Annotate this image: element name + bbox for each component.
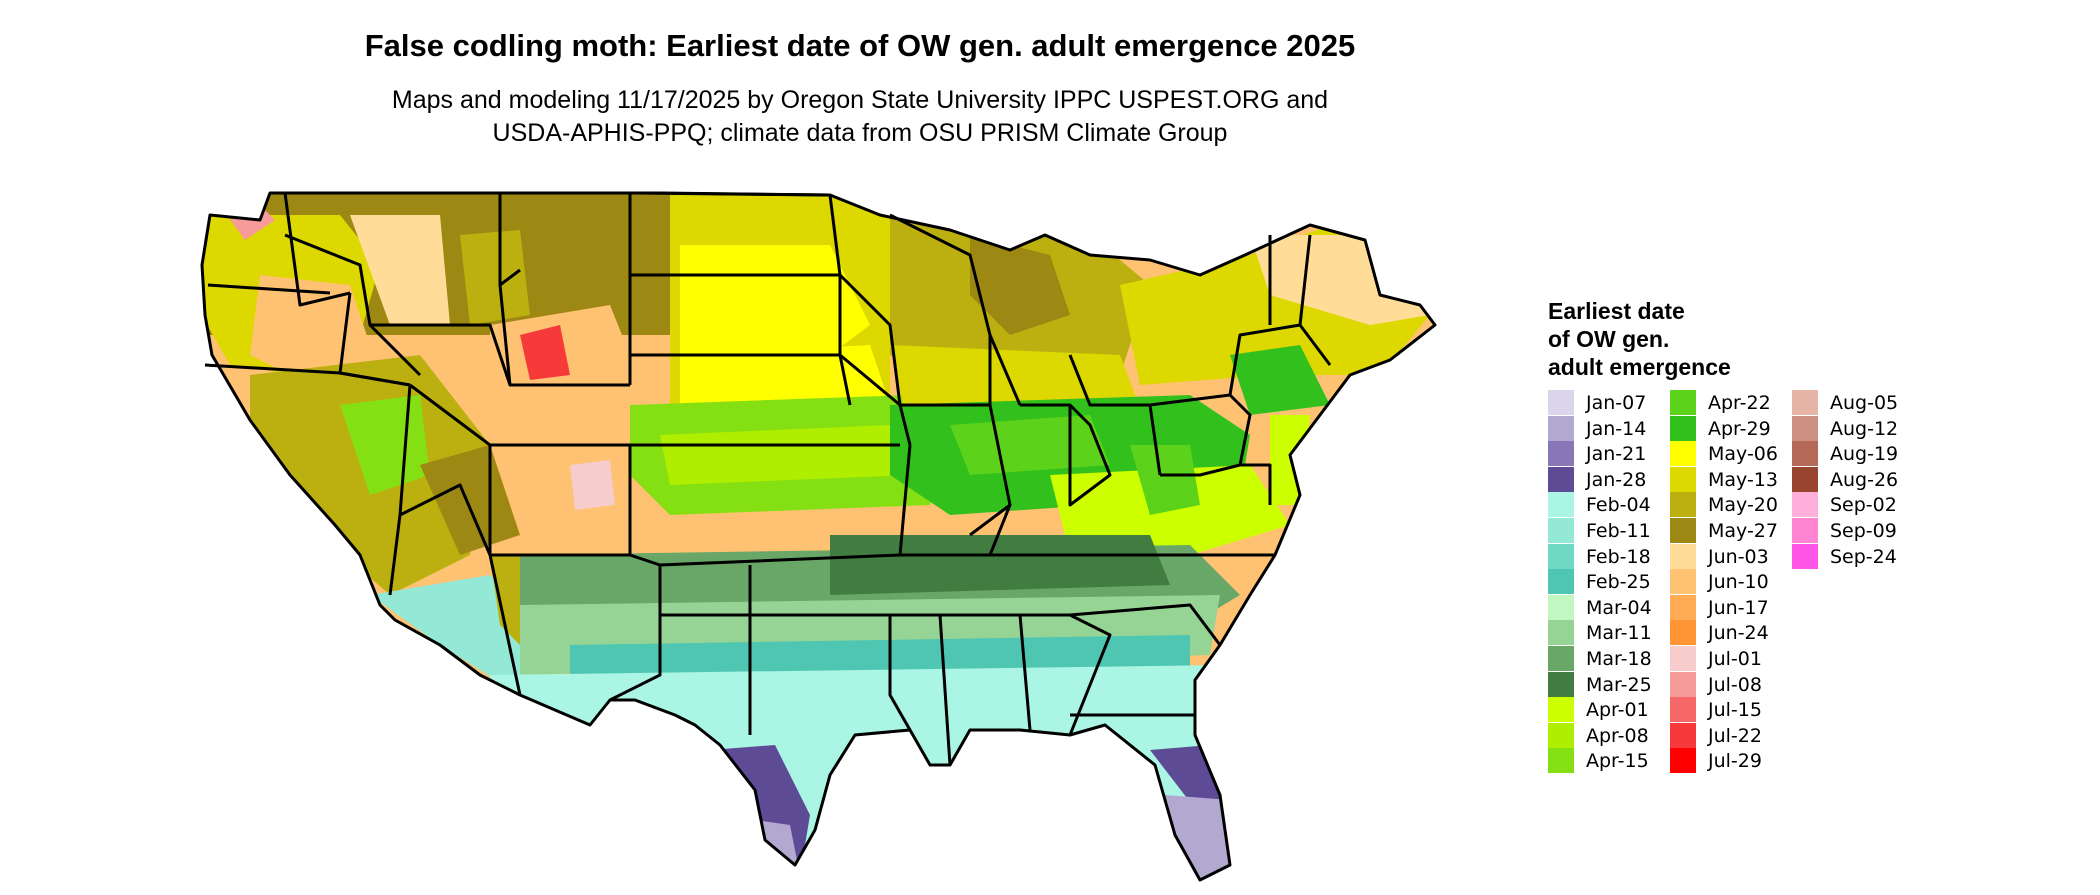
legend-swatch xyxy=(1548,569,1574,595)
legend-swatch xyxy=(1670,620,1696,646)
legend-swatch xyxy=(1670,441,1696,467)
subtitle-line-2: USDA-APHIS-PPQ; climate data from OSU PR… xyxy=(492,119,1228,147)
legend-label: Jul-22 xyxy=(1708,724,1762,747)
legend-label: Sep-24 xyxy=(1830,545,1897,568)
legend-label: Jun-24 xyxy=(1708,622,1769,645)
legend-label: Jul-15 xyxy=(1708,699,1762,722)
legend-label: Jun-17 xyxy=(1708,596,1769,619)
legend-label: Aug-26 xyxy=(1830,468,1899,491)
legend-label: May-20 xyxy=(1708,494,1778,517)
legend-label: May-06 xyxy=(1708,443,1778,466)
legend-swatch xyxy=(1792,543,1818,569)
legend-title-line-2: of OW gen. xyxy=(1548,326,1670,352)
legend-label: Jun-03 xyxy=(1708,545,1769,568)
legend-label: Jul-08 xyxy=(1708,673,1762,696)
legend-label: Aug-12 xyxy=(1830,417,1899,440)
legend-swatch xyxy=(1548,748,1574,774)
legend-label: Feb-18 xyxy=(1586,545,1651,568)
state-boundaries xyxy=(200,191,1437,882)
legend-swatch xyxy=(1670,722,1696,748)
legend-label: Jan-21 xyxy=(1586,443,1647,466)
legend-label: Mar-25 xyxy=(1586,673,1652,696)
legend-swatch xyxy=(1548,518,1574,543)
conus-emergence-map xyxy=(200,191,1437,882)
legend-label: Jul-01 xyxy=(1708,648,1762,670)
legend-label: Mar-04 xyxy=(1586,596,1652,619)
legend-label: Jun-10 xyxy=(1708,571,1769,594)
legend-label: Feb-04 xyxy=(1586,494,1651,517)
legend-label: May-13 xyxy=(1708,468,1778,491)
legend-label: Aug-05 xyxy=(1830,392,1899,414)
legend-swatch xyxy=(1670,492,1696,518)
legend-swatch xyxy=(1548,620,1574,646)
legend-swatch xyxy=(1670,697,1696,723)
legend-swatch xyxy=(1548,697,1574,723)
legend-title-line-1: Earliest date xyxy=(1548,298,1685,324)
legend-label: Jan-28 xyxy=(1586,468,1647,491)
legend-swatch xyxy=(1670,748,1696,774)
legend-swatch xyxy=(1792,441,1818,467)
map-title: False codling moth: Earliest date of OW … xyxy=(364,28,1356,63)
legend-swatch xyxy=(1548,543,1574,569)
legend-swatch xyxy=(1792,518,1818,543)
legend-swatch xyxy=(1792,390,1818,415)
legend-swatch xyxy=(1792,415,1818,441)
emergence-color-fill xyxy=(202,193,1435,880)
legend-label: May-27 xyxy=(1708,520,1778,542)
legend-swatch xyxy=(1670,415,1696,441)
legend-swatch xyxy=(1670,671,1696,697)
legend-label: Mar-11 xyxy=(1586,622,1652,645)
legend-swatch xyxy=(1670,569,1696,595)
legend-swatch xyxy=(1548,646,1574,671)
legend-label: Mar-18 xyxy=(1586,648,1652,670)
legend-swatch xyxy=(1670,594,1696,620)
legend-swatch xyxy=(1548,671,1574,697)
legend-label: Apr-29 xyxy=(1708,417,1771,440)
legend-swatch xyxy=(1548,441,1574,467)
legend-label: Jan-14 xyxy=(1586,417,1647,440)
legend-title: Earliest date of OW gen. adult emergence xyxy=(1548,297,1731,381)
legend-label: Apr-01 xyxy=(1586,699,1649,722)
legend-label: Feb-25 xyxy=(1586,571,1651,594)
legend-label: Apr-22 xyxy=(1708,392,1771,414)
legend-swatch xyxy=(1670,466,1696,492)
legend-swatch xyxy=(1548,390,1574,415)
legend-swatch xyxy=(1548,492,1574,518)
legend-swatch xyxy=(1548,722,1574,748)
subtitle-line-1: Maps and modeling 11/17/2025 by Oregon S… xyxy=(391,86,1329,114)
legend-swatch xyxy=(1548,415,1574,441)
legend-swatch xyxy=(1548,466,1574,492)
legend-swatch xyxy=(1670,390,1696,415)
legend-swatch xyxy=(1670,646,1696,671)
legend-title-line-3: adult emergence xyxy=(1548,354,1731,380)
legend-label: Feb-11 xyxy=(1586,520,1651,542)
legend-swatch xyxy=(1792,466,1818,492)
legend-label: Jul-29 xyxy=(1708,750,1762,773)
legend-label: Apr-15 xyxy=(1586,750,1649,773)
legend-label: Sep-09 xyxy=(1830,520,1897,542)
legend-swatch xyxy=(1548,594,1574,620)
legend-label: Sep-02 xyxy=(1830,494,1897,517)
legend-swatch xyxy=(1670,543,1696,569)
map-subtitle: Maps and modeling 11/17/2025 by Oregon S… xyxy=(300,84,1420,150)
legend-swatch xyxy=(1792,492,1818,518)
legend-label: Aug-19 xyxy=(1830,443,1899,466)
legend-label: Apr-08 xyxy=(1586,724,1649,747)
legend-label: Jan-07 xyxy=(1586,392,1647,414)
legend-swatch xyxy=(1670,518,1696,543)
